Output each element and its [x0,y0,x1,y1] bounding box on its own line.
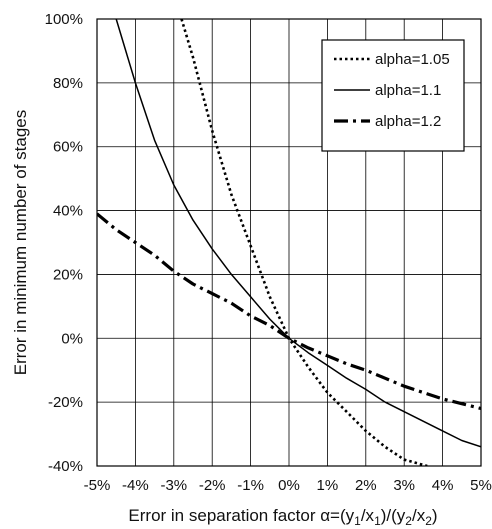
x-axis-title-subscript: 1 [374,514,381,528]
x-tick-label: -4% [122,477,149,494]
x-axis-title-part: α=(y [320,506,354,525]
x-tick-label: -5% [84,477,111,494]
legend-label: alpha=1.05 [375,51,450,68]
x-axis-title-part: /x [361,506,375,525]
x-tick-label: 4% [432,477,454,494]
x-axis-title-part: ) [432,506,438,525]
series-line-dotted [180,19,428,466]
x-axis-title-subscript: 2 [405,514,412,528]
y-axis-title: Error in minimum number of stages [11,110,30,375]
y-tick-label: 20% [53,266,83,283]
x-axis-title-main: Error in separation factor [128,506,320,525]
series-line-dash-dot [97,212,481,411]
legend-label: alpha=1.1 [375,82,441,99]
x-axis-title-formula: α=(y1/x1)/(y2/x2) [320,506,437,528]
legend-label: alpha=1.2 [375,113,441,130]
x-tick-label: -3% [160,477,187,494]
x-axis-title-subscript: 1 [354,514,361,528]
x-axis-title: Error in separation factor α=(y1/x1)/(y2… [128,506,437,528]
legend-box [321,39,465,152]
x-tick-label: 1% [317,477,339,494]
x-tick-labels: -5% -4% -3% -2% -1% 0% 1% 2% 3% 4% 5% [84,477,492,494]
y-tick-label: 60% [53,139,83,156]
x-tick-label: 3% [393,477,415,494]
y-tick-label: 0% [61,330,83,347]
x-axis-title-part: /x [412,506,426,525]
x-tick-label: 2% [355,477,377,494]
y-tick-label: -40% [48,458,83,475]
x-axis-title-subscript: 2 [425,514,432,528]
x-tick-label: 0% [278,477,300,494]
x-axis-title-part: )/(y [381,506,406,525]
x-tick-label: 5% [470,477,492,494]
x-tick-label: -2% [199,477,226,494]
y-tick-label: 100% [45,11,83,28]
x-tick-label: -1% [237,477,264,494]
series-line-solid [115,19,481,448]
series-lines [97,19,481,466]
y-tick-label: 40% [53,203,83,220]
y-tick-label: -20% [48,394,83,411]
legend: alpha=1.05 alpha=1.1 alpha=1.2 [321,39,465,152]
y-tick-labels: -40% -20% 0% 20% 40% 60% 80% 100% [45,11,83,475]
y-tick-label: 80% [53,75,83,92]
plot-frame [96,18,482,467]
